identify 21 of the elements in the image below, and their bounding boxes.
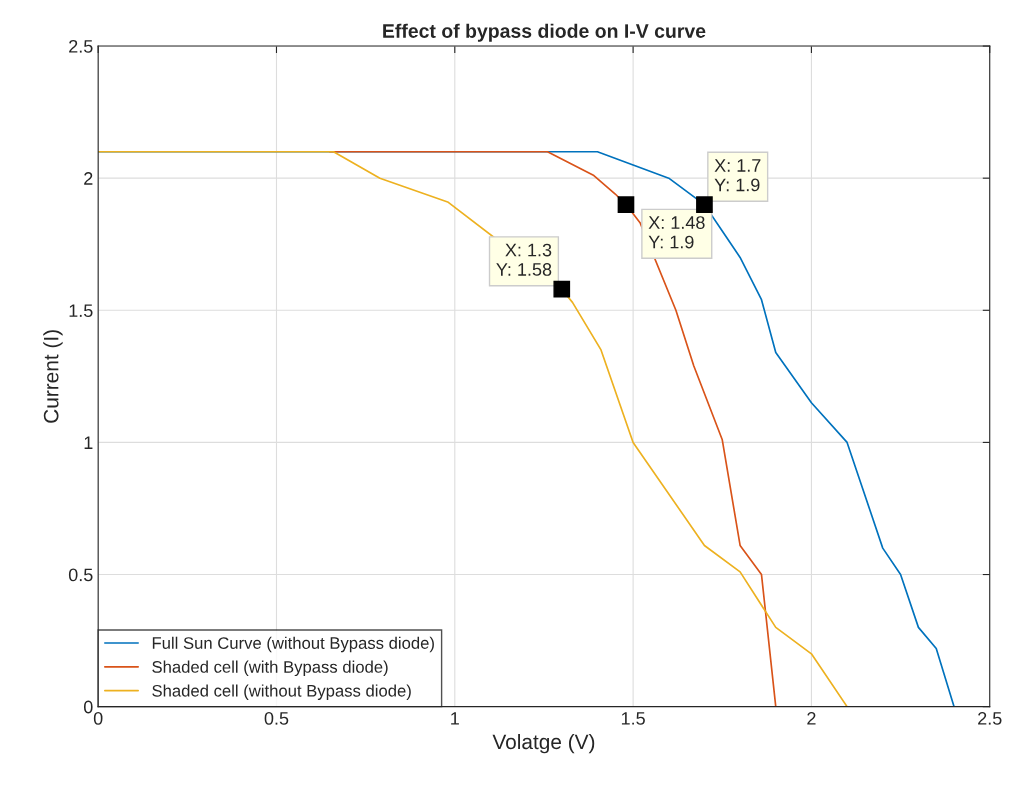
y-axis-title: Current (I) <box>43 330 63 423</box>
y-tick-label: 2 <box>84 172 93 185</box>
x-tick-label: 0.5 <box>264 712 289 725</box>
x-tick-label: 0 <box>93 712 103 725</box>
x-axis-title: Volatge (V) <box>492 733 595 754</box>
annotation: X: 1.48 Y: 1.9 <box>648 216 705 249</box>
annotation: X: 1.7 Y: 1.9 <box>714 159 761 192</box>
y-tick-label: 2.5 <box>69 39 93 53</box>
annotation: X: 1.3 Y: 1.58 <box>496 243 552 276</box>
x-tick-label: 2.5 <box>978 712 1002 725</box>
x-tick-label: 1.5 <box>621 712 645 725</box>
x-tick-label: 1 <box>451 712 459 725</box>
legend-label: Shaded cell (with Bypass diode) <box>152 660 388 677</box>
y-tick-label: 0 <box>83 700 93 714</box>
chart-title: Effect of bypass diode on I-V curve <box>383 23 706 42</box>
x-tick-label: 2 <box>807 712 816 725</box>
y-tick-label: 1.5 <box>69 304 93 318</box>
y-tick-label: 1 <box>84 436 93 449</box>
y-tick-label: 0.5 <box>68 568 93 582</box>
legend-label: Full Sun Curve (without Bypass diode) <box>152 636 434 653</box>
legend-label: Shaded cell (without Bypass diode) <box>152 684 411 700</box>
